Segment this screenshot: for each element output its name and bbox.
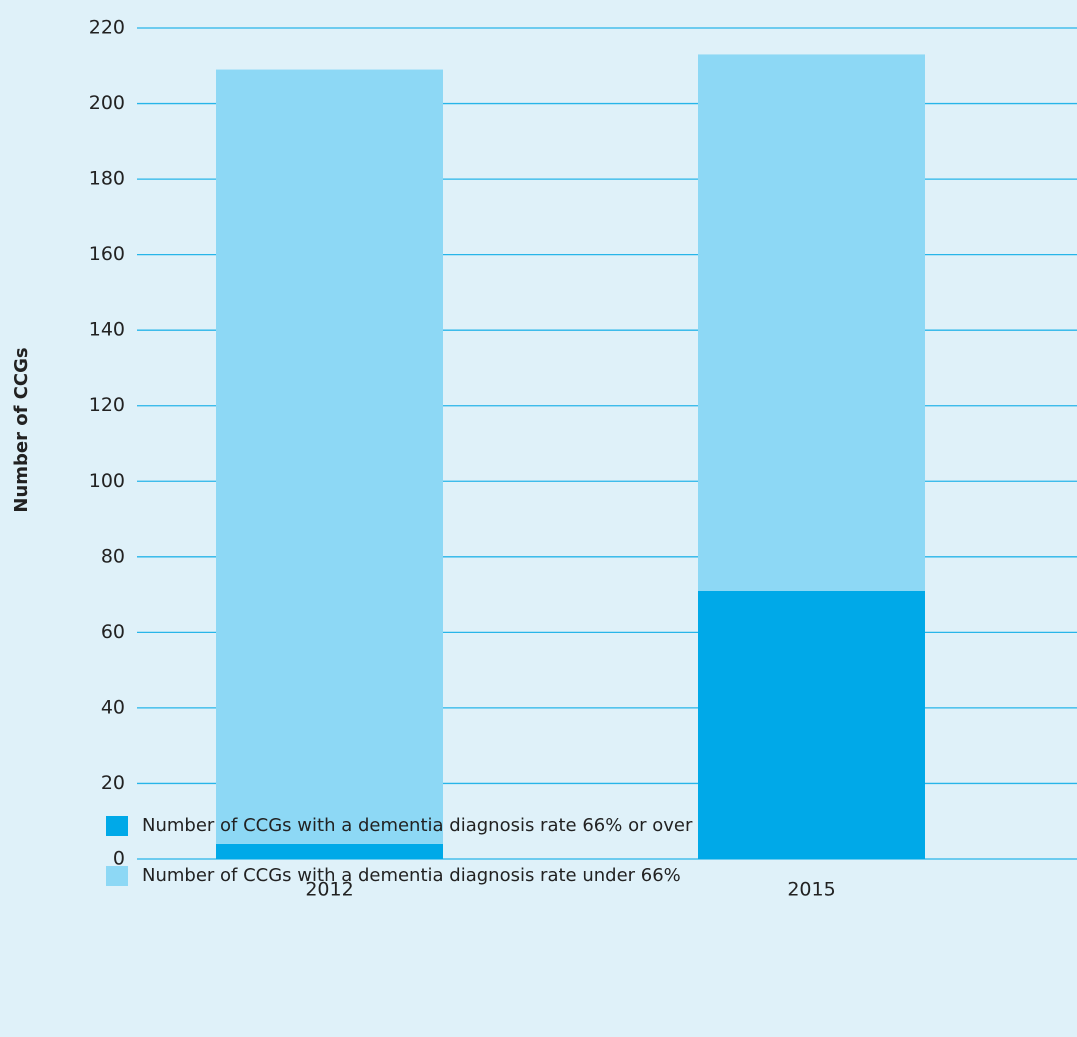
legend-swatch bbox=[106, 866, 128, 886]
bar-segment bbox=[216, 69, 443, 844]
y-tick-label: 40 bbox=[101, 696, 125, 718]
bar-segment bbox=[216, 843, 443, 859]
y-tick-label: 80 bbox=[101, 545, 125, 567]
y-tick-label: 140 bbox=[89, 319, 125, 341]
y-tick-label: 0 bbox=[113, 848, 125, 870]
y-tick-label: 220 bbox=[89, 17, 125, 39]
y-tick-label: 180 bbox=[89, 168, 125, 190]
y-tick-label: 200 bbox=[89, 92, 125, 114]
legend-label: Number of CCGs with a dementia diagnosis… bbox=[142, 815, 693, 836]
x-tick-label: 2015 bbox=[787, 879, 835, 901]
x-tick-label: 2012 bbox=[305, 879, 353, 901]
y-tick-label: 60 bbox=[101, 621, 125, 643]
y-tick-label: 20 bbox=[101, 772, 125, 794]
legend-swatch bbox=[106, 816, 128, 836]
y-axis-label: Number of CCGs bbox=[11, 347, 32, 512]
bar-segment bbox=[698, 54, 925, 591]
y-tick-label: 160 bbox=[89, 243, 125, 265]
legend-label: Number of CCGs with a dementia diagnosis… bbox=[142, 865, 681, 886]
bar-segment bbox=[698, 590, 925, 859]
y-tick-label: 120 bbox=[89, 394, 125, 416]
y-tick-label: 100 bbox=[89, 470, 125, 492]
